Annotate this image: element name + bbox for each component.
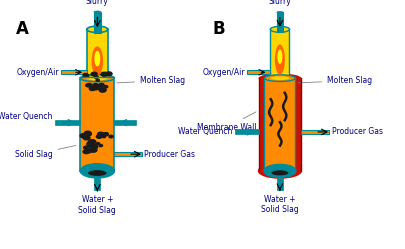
Circle shape: [88, 140, 96, 144]
Bar: [301, 130, 329, 134]
Circle shape: [91, 72, 97, 76]
Circle shape: [101, 72, 108, 76]
Circle shape: [105, 134, 108, 136]
Circle shape: [84, 131, 91, 135]
Circle shape: [104, 85, 108, 88]
Ellipse shape: [87, 75, 108, 81]
Text: Membrane Wall: Membrane Wall: [197, 112, 256, 132]
Ellipse shape: [94, 51, 100, 66]
Ellipse shape: [271, 170, 288, 175]
Circle shape: [83, 74, 89, 77]
Text: Water +
Solid Slag: Water + Solid Slag: [79, 195, 116, 215]
Circle shape: [98, 86, 102, 88]
Circle shape: [93, 84, 98, 87]
Text: A: A: [16, 20, 29, 38]
Bar: [55, 120, 81, 125]
Bar: [264, 78, 295, 171]
Text: Fuel/Water
Slurry: Fuel/Water Slurry: [77, 0, 118, 6]
Ellipse shape: [94, 32, 101, 33]
Ellipse shape: [275, 45, 285, 75]
Ellipse shape: [264, 75, 295, 81]
Circle shape: [83, 150, 90, 154]
Circle shape: [95, 85, 102, 89]
Circle shape: [96, 79, 99, 81]
Circle shape: [85, 132, 91, 136]
Circle shape: [96, 135, 102, 138]
Ellipse shape: [264, 164, 296, 178]
Bar: [94, 12, 101, 33]
Ellipse shape: [92, 46, 103, 76]
Circle shape: [93, 87, 98, 90]
Circle shape: [84, 146, 89, 149]
Circle shape: [98, 132, 102, 135]
Text: Oxygen/Air: Oxygen/Air: [202, 68, 245, 77]
Text: Molten Slag: Molten Slag: [117, 76, 185, 85]
Bar: [87, 29, 108, 78]
Ellipse shape: [270, 76, 290, 80]
Bar: [258, 78, 301, 171]
Ellipse shape: [94, 11, 101, 13]
Bar: [270, 29, 290, 78]
Circle shape: [90, 145, 96, 148]
Ellipse shape: [87, 26, 108, 33]
Circle shape: [104, 133, 109, 135]
Circle shape: [102, 135, 106, 138]
Bar: [277, 12, 283, 32]
Ellipse shape: [277, 49, 282, 64]
Ellipse shape: [277, 11, 283, 13]
Text: Producer Gas: Producer Gas: [332, 127, 383, 136]
Circle shape: [86, 84, 90, 87]
Bar: [61, 70, 87, 74]
Bar: [277, 178, 283, 190]
Bar: [247, 70, 270, 74]
Bar: [94, 178, 100, 190]
Circle shape: [89, 144, 95, 148]
Circle shape: [106, 72, 112, 76]
Circle shape: [90, 148, 97, 152]
Ellipse shape: [258, 73, 301, 83]
Ellipse shape: [270, 26, 290, 32]
Circle shape: [87, 149, 92, 152]
Circle shape: [91, 145, 98, 149]
Circle shape: [90, 87, 95, 90]
Bar: [81, 78, 114, 171]
Circle shape: [99, 144, 102, 147]
Text: Producer Gas: Producer Gas: [144, 150, 195, 159]
Circle shape: [99, 83, 104, 87]
Circle shape: [80, 134, 87, 138]
Ellipse shape: [81, 165, 114, 177]
Text: Molten Slag: Molten Slag: [298, 76, 372, 85]
Text: Solid Slag: Solid Slag: [15, 145, 76, 159]
Text: Fuel/Water
Slurry: Fuel/Water Slurry: [259, 0, 301, 6]
Ellipse shape: [88, 170, 107, 176]
Circle shape: [98, 132, 104, 136]
Circle shape: [83, 73, 87, 76]
Circle shape: [85, 135, 89, 137]
Ellipse shape: [277, 32, 283, 33]
Text: B: B: [213, 20, 225, 38]
Circle shape: [98, 132, 104, 137]
Ellipse shape: [258, 164, 301, 178]
Ellipse shape: [87, 76, 108, 80]
Circle shape: [99, 88, 106, 92]
Ellipse shape: [80, 164, 115, 178]
Bar: [114, 120, 136, 125]
Circle shape: [96, 143, 100, 145]
Circle shape: [87, 83, 92, 87]
Ellipse shape: [81, 74, 114, 82]
Text: Oxygen/Air: Oxygen/Air: [17, 68, 59, 77]
Circle shape: [87, 142, 94, 146]
Circle shape: [86, 150, 91, 153]
Ellipse shape: [264, 166, 295, 176]
Text: Water +
Solid Slag: Water + Solid Slag: [261, 195, 299, 214]
Text: Water Quench: Water Quench: [0, 113, 53, 122]
Bar: [235, 129, 258, 134]
Circle shape: [83, 136, 90, 140]
Ellipse shape: [270, 76, 290, 80]
Text: Water Quench: Water Quench: [178, 127, 233, 136]
Circle shape: [94, 76, 98, 78]
Circle shape: [109, 135, 113, 138]
Bar: [114, 152, 142, 156]
Circle shape: [98, 86, 102, 89]
